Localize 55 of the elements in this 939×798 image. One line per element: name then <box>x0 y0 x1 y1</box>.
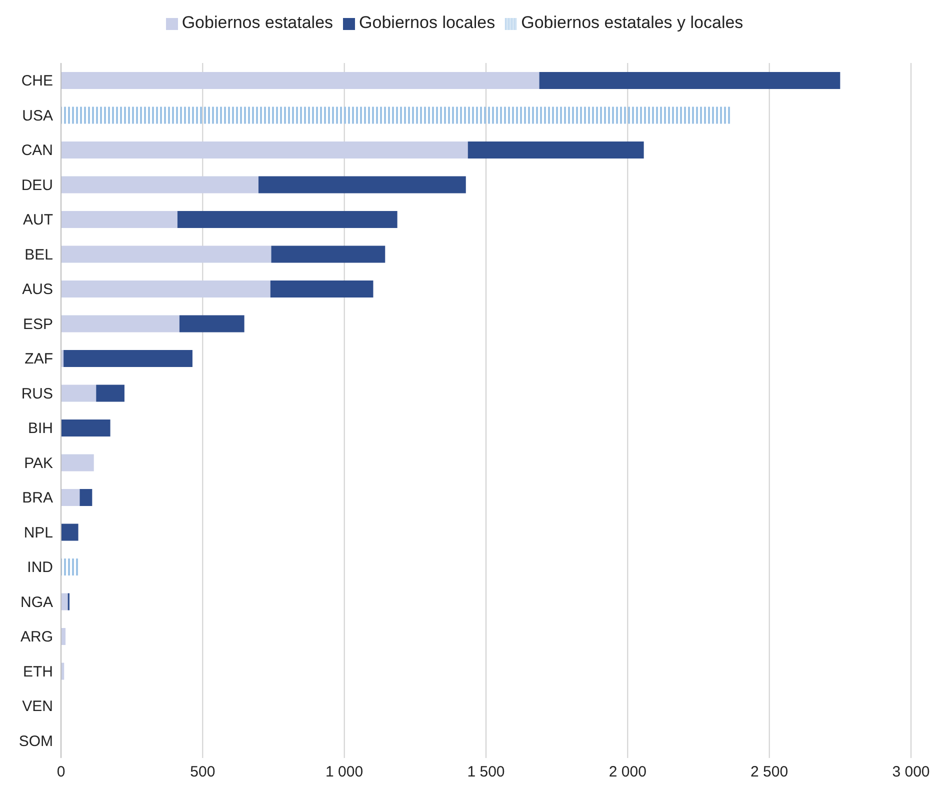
bar <box>270 280 374 298</box>
bar <box>179 315 244 332</box>
bar <box>61 489 80 506</box>
bar <box>177 211 398 228</box>
bar <box>61 280 270 298</box>
legend-label: Gobiernos locales <box>359 13 496 32</box>
y-tick-label: ZAF <box>24 350 53 368</box>
y-tick-label: AUT <box>23 212 53 229</box>
x-tick-label: 2 500 <box>750 764 788 781</box>
y-tick-label: USA <box>22 107 53 124</box>
bar <box>468 142 644 158</box>
y-tick-label: ESP <box>22 316 53 333</box>
y-tick-label: CAN <box>21 142 53 160</box>
bar <box>61 176 258 194</box>
bar <box>258 176 466 194</box>
x-tick-label: 2 000 <box>608 764 646 781</box>
legend-label: Gobiernos estatales <box>182 13 334 32</box>
bar <box>64 350 192 367</box>
y-tick-label: ARG <box>20 628 53 646</box>
y-tick-label: CHE <box>21 72 53 90</box>
bar <box>61 384 96 402</box>
y-tick-label: NGA <box>20 594 53 611</box>
y-tick-label: ETH <box>23 663 53 680</box>
bar <box>80 489 92 506</box>
y-tick-label: BEL <box>24 246 53 264</box>
bar <box>61 524 78 541</box>
y-tick-label: DEU <box>21 176 53 194</box>
bar <box>61 142 468 158</box>
bar <box>271 246 386 263</box>
y-tick-label: RUS <box>21 385 53 402</box>
y-tick-label: AUS <box>22 281 53 298</box>
x-tick-label: 500 <box>190 764 216 781</box>
bar <box>61 558 79 576</box>
y-tick-label: SOM <box>18 732 53 750</box>
legend-label: Gobiernos estatales y locales <box>521 13 744 32</box>
bar <box>61 593 68 610</box>
bar <box>96 384 124 402</box>
y-tick-label: NPL <box>24 524 53 542</box>
y-tick-label: BIH <box>28 420 53 438</box>
bar <box>539 72 840 89</box>
bar <box>61 315 180 332</box>
bar <box>61 106 732 124</box>
bar <box>61 246 272 263</box>
bar <box>61 211 178 228</box>
y-tick-label: BRA <box>22 490 53 507</box>
bar <box>61 454 94 472</box>
x-tick-label: 1 000 <box>326 764 364 781</box>
y-tick-label: IND <box>27 559 54 576</box>
y-tick-label: VEN <box>22 698 53 716</box>
bar <box>61 72 540 89</box>
x-tick-label: 1 500 <box>467 764 505 781</box>
bar <box>61 420 110 436</box>
x-tick-label: 0 <box>56 764 66 781</box>
x-tick-label: 3 000 <box>892 764 930 781</box>
y-tick-label: PAK <box>24 454 53 472</box>
